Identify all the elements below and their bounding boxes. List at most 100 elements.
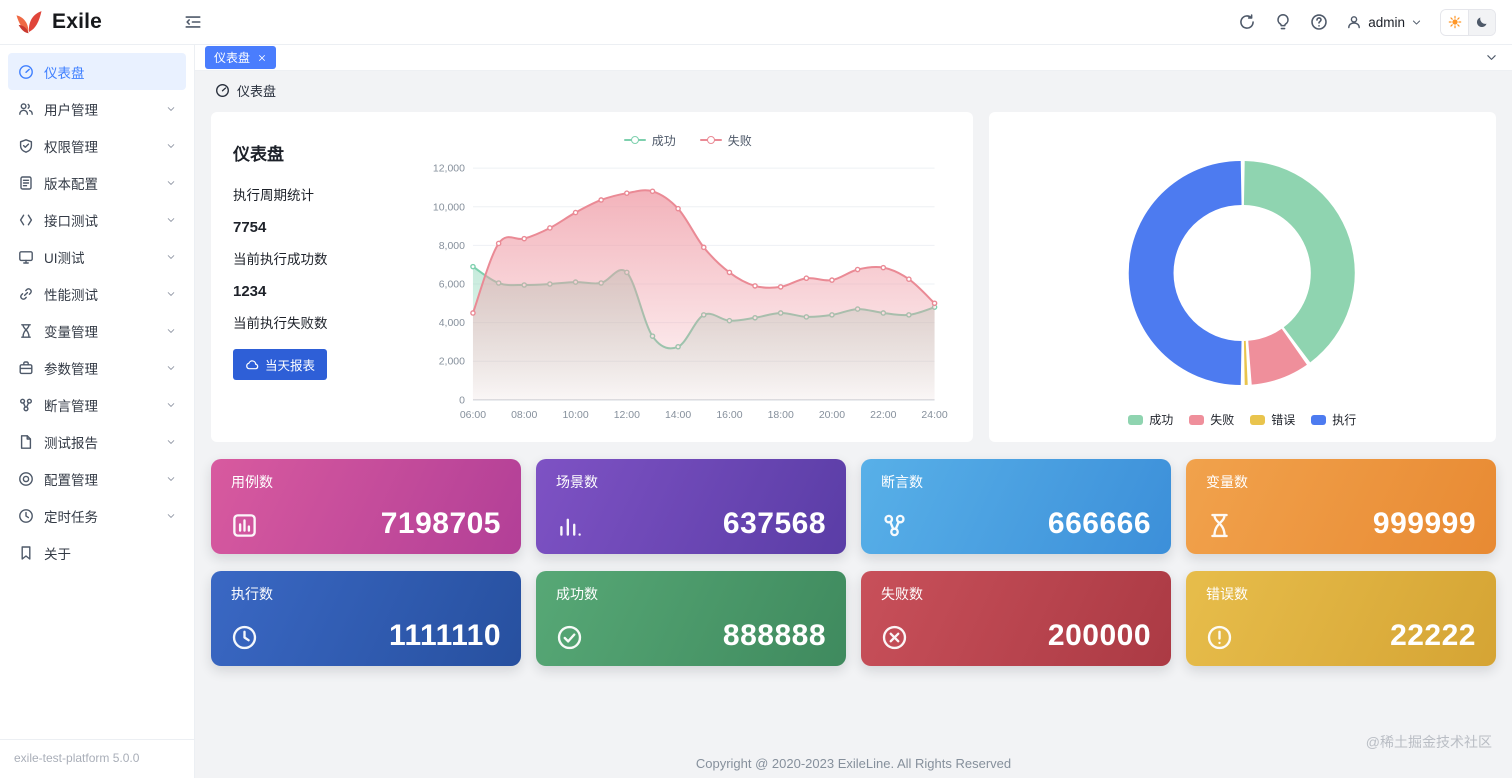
sidebar-item-ui-test[interactable]: UI测试: [8, 238, 186, 275]
sidebar-item-parameter-management[interactable]: 参数管理: [8, 349, 186, 386]
sidebar-item-user-management[interactable]: 用户管理: [8, 90, 186, 127]
user-menu[interactable]: admin: [1346, 14, 1422, 30]
sun-icon[interactable]: [1441, 9, 1468, 35]
hourglass-icon: [18, 323, 34, 339]
cloud-download-icon: [245, 358, 259, 372]
sidebar-item-api-test[interactable]: 接口测试: [8, 201, 186, 238]
stat-card-label: 成功数: [556, 586, 598, 602]
chevron-down-icon: [166, 104, 176, 114]
logo[interactable]: Exile: [14, 7, 176, 37]
line-chart-area: 成功 失败 0 2,000 4,000 6,000 8,000 10,000 12,000 06…: [425, 130, 951, 426]
sidebar-item-label: 用户管理: [44, 102, 98, 118]
stat-card-execution-count: 执行数 1111110: [211, 571, 521, 666]
warning-circle-icon: [1206, 624, 1233, 651]
page-content: 仪表盘 仪表盘 执行周期统计 7754 当前执行成功数 1234 当前执行失败数: [195, 71, 1512, 778]
sidebar-item-label: 断言管理: [44, 398, 98, 414]
fail-count-value: 1234: [233, 283, 267, 300]
chevron-down-icon: [166, 178, 176, 188]
link-icon: [18, 286, 34, 302]
legend-item[interactable]: 执行: [1311, 411, 1356, 428]
legend-item[interactable]: 失败: [699, 132, 752, 149]
clock-icon: [231, 624, 258, 651]
histogram-icon: [556, 512, 583, 539]
hourglass-icon: [1206, 512, 1233, 539]
moon-icon[interactable]: [1468, 9, 1495, 35]
chevron-down-icon: [166, 400, 176, 410]
sidebar-item-label: 性能测试: [44, 287, 98, 303]
help-icon[interactable]: [1310, 13, 1328, 31]
stat-card-value: 888888: [722, 619, 826, 652]
sidebar-item-label: UI测试: [44, 250, 85, 266]
chevron-down-icon: [166, 363, 176, 373]
chevron-down-icon: [166, 252, 176, 262]
sidebar-item-label: 版本配置: [44, 176, 98, 192]
stats-grid: 用例数 7198705 场景数 637568 断言数 666666 变量数 99…: [211, 459, 1496, 666]
sidebar-item-dashboard[interactable]: 仪表盘: [8, 53, 186, 90]
sidebar-item-scheduled-task[interactable]: 定时任务: [8, 497, 186, 534]
sidebar: 仪表盘 用户管理 权限管理 版本配置 接口测试 UI测试 性能测试 变量管理 参…: [0, 45, 195, 778]
sidebar-item-permission-management[interactable]: 权限管理: [8, 127, 186, 164]
donut-chart-legend: 成功 失败 错误 执行: [989, 411, 1496, 428]
refresh-icon[interactable]: [1238, 13, 1256, 31]
sidebar-item-test-report[interactable]: 测试报告: [8, 423, 186, 460]
dashboard-icon: [18, 64, 34, 80]
svg-text:10,000: 10,000: [433, 202, 465, 213]
legend-item[interactable]: 成功: [623, 132, 676, 149]
summary-column: 仪表盘 执行周期统计 7754 当前执行成功数 1234 当前执行失败数 当天报…: [233, 130, 425, 426]
close-icon[interactable]: [257, 53, 267, 63]
menu-fold-icon[interactable]: [184, 13, 202, 31]
today-report-button[interactable]: 当天报表: [233, 349, 328, 380]
section-label: 执行周期统计: [233, 188, 314, 203]
legend-item[interactable]: 失败: [1189, 411, 1234, 428]
legend-swatch: [1311, 414, 1327, 425]
chevron-down-icon[interactable]: [1485, 51, 1498, 64]
header-actions: admin: [1238, 8, 1496, 36]
sidebar-item-assertion-management[interactable]: 断言管理: [8, 386, 186, 423]
sidebar-item-label: 接口测试: [44, 213, 98, 229]
stat-card-value: 637568: [722, 507, 826, 540]
legend-item[interactable]: 成功: [1128, 411, 1173, 428]
watermark: @稀土掘金技术社区: [1365, 734, 1492, 750]
stat-card-value: 22222: [1390, 619, 1476, 652]
stat-card-label: 执行数: [231, 586, 273, 602]
legend-item[interactable]: 错误: [1250, 411, 1295, 428]
close-circle-icon: [881, 624, 908, 651]
breadcrumb-label: 仪表盘: [237, 84, 277, 99]
bulb-icon[interactable]: [1274, 13, 1292, 31]
sidebar-item-config-management[interactable]: 配置管理: [8, 460, 186, 497]
sidebar-item-label: 权限管理: [44, 139, 98, 155]
success-count-value: 7754: [233, 219, 267, 236]
chevron-down-icon: [1411, 17, 1422, 28]
sidebar-item-label: 变量管理: [44, 324, 98, 340]
sidebar-item-version-config[interactable]: 版本配置: [8, 164, 186, 201]
tab-dashboard[interactable]: 仪表盘: [205, 46, 277, 69]
tab-label: 仪表盘: [214, 51, 251, 65]
sidebar-item-label: 参数管理: [44, 361, 98, 377]
stat-card-fail-count: 失败数 200000: [861, 571, 1171, 666]
logo-text: Exile: [52, 10, 103, 33]
file-icon: [18, 434, 34, 450]
stat-card-error-count: 错误数 22222: [1186, 571, 1496, 666]
line-chart: 0 2,000 4,000 6,000 8,000 10,000 12,000 06:00 08…: [433, 164, 948, 421]
nodes-icon: [881, 512, 908, 539]
sidebar-item-about[interactable]: 关于: [8, 534, 186, 571]
sidebar-version: exile-test-platform 5.0.0: [0, 739, 194, 778]
svg-text:22:00: 22:00: [870, 410, 896, 421]
stat-card-assertion-count: 断言数 666666: [861, 459, 1171, 554]
sidebar-item-performance-test[interactable]: 性能测试: [8, 275, 186, 312]
svg-text:4,000: 4,000: [439, 318, 465, 329]
breadcrumb: 仪表盘: [215, 81, 1496, 100]
dashboard-icon: [215, 83, 230, 98]
stat-card-case-count: 用例数 7198705: [211, 459, 521, 554]
bar-chart-box-icon: [231, 512, 258, 539]
theme-toggle[interactable]: [1440, 8, 1496, 36]
stat-card-value: 666666: [1047, 507, 1151, 540]
stat-card-success-count: 成功数 888888: [536, 571, 846, 666]
svg-text:6,000: 6,000: [439, 280, 465, 291]
legend-swatch: [1128, 414, 1144, 425]
svg-text:0: 0: [459, 395, 465, 406]
main-area: 仪表盘 仪表盘 仪表盘 执行周期统计 7754 当: [195, 45, 1512, 778]
svg-text:18:00: 18:00: [768, 410, 794, 421]
sidebar-item-variable-management[interactable]: 变量管理: [8, 312, 186, 349]
